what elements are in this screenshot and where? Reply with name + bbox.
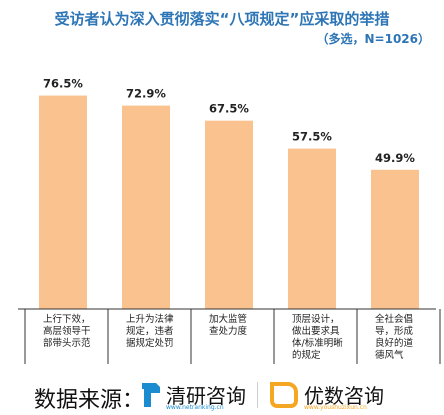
youshu-url: www.youshuzixun.cn <box>304 404 367 411</box>
category-label: 全社会倡导，形成良好的道德风气 <box>375 313 414 361</box>
netranking-url: www.netranking.cn <box>166 404 224 411</box>
bar-chart: 76.5% 上行下效，高层领导干部带头示范 72.9% 上升为法律规定，违者据规定处罚… <box>18 77 441 364</box>
data-label: 49.9% <box>375 151 415 165</box>
data-label: 57.5% <box>292 130 332 144</box>
data-label: 72.9% <box>126 87 166 101</box>
category-label: 上行下效，高层领导干部带头示范 <box>43 313 91 349</box>
netranking-brand-name: 清研咨询 <box>166 384 246 408</box>
youshu-brand-name: 优数咨询 <box>304 384 384 408</box>
chart-title: 受访者认为深入贯彻落实“八项规定”应采取的举措 <box>54 10 390 28</box>
data-label: 76.5% <box>43 77 83 91</box>
category-label: 上升为法律规定，违者据规定处罚 <box>126 313 174 349</box>
chart-subtitle: （多选，N=1026） <box>316 32 431 46</box>
category-label: 顶层设计，做出要求具体/标准明晰的规定 <box>292 313 343 361</box>
category-label: 加大监管查处力度 <box>209 313 248 337</box>
bar <box>205 120 253 309</box>
bar <box>288 148 336 309</box>
source-footer: 数据来源： 清研咨询 www.netranking.cn 优数咨询 www.yo… <box>0 376 444 415</box>
source-label: 数据来源： <box>34 388 145 413</box>
bar <box>39 95 87 309</box>
data-label: 67.5% <box>209 102 249 116</box>
youshu-logo-icon <box>270 382 298 408</box>
bar <box>371 169 419 309</box>
netranking-logo-icon <box>142 383 160 407</box>
logo-divider <box>257 382 258 408</box>
bar <box>122 105 170 309</box>
